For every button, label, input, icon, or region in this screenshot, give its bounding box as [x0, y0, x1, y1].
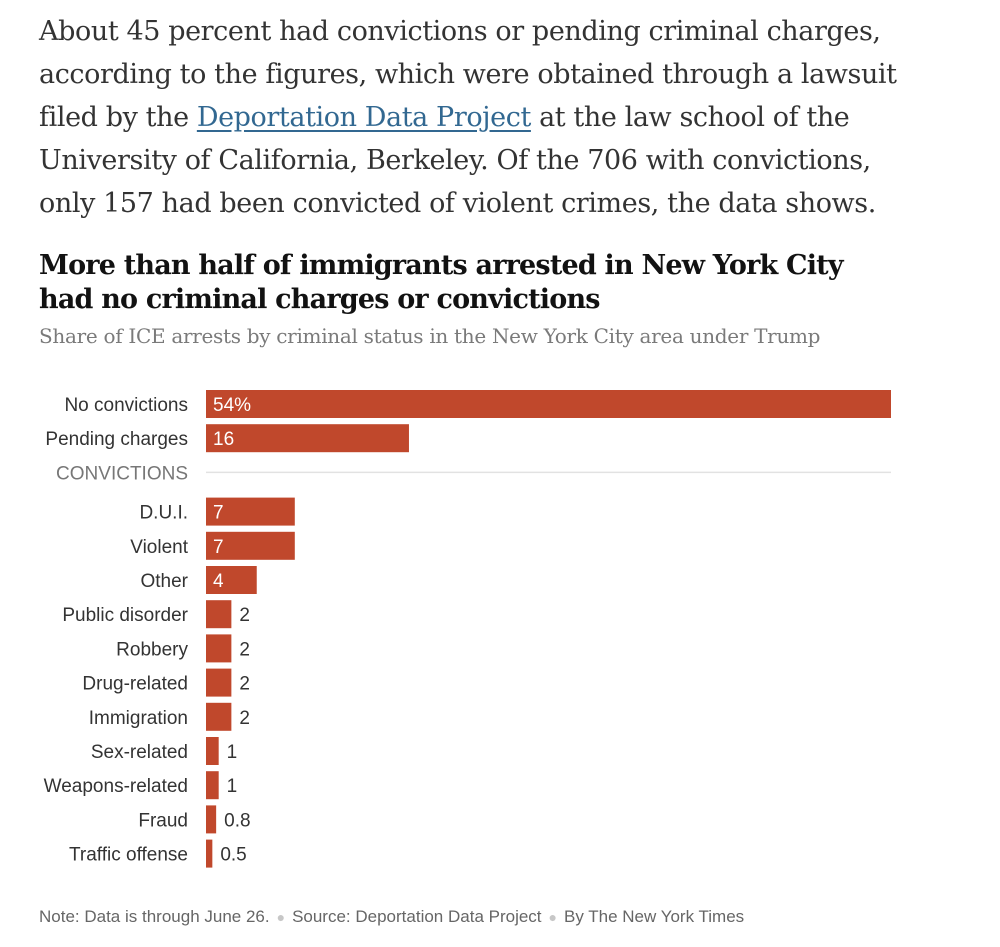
article-paragraph: About 45 percent had convictions or pend…	[39, 10, 919, 225]
value-label: 2	[239, 639, 250, 660]
value-label: 7	[213, 503, 224, 524]
chart-subtitle: Share of ICE arrests by criminal status …	[39, 324, 821, 348]
bar	[206, 839, 213, 868]
category-label: D.U.I.	[139, 503, 188, 524]
value-label: 2	[239, 605, 250, 626]
category-label: Drug-related	[82, 674, 188, 695]
category-label: Robbery	[116, 639, 188, 660]
bar-chart: No convictions 54% Pending charges 16 CONVIC…	[44, 390, 891, 868]
chart-footer: Note: Data is through June 26. ● Source: D…	[39, 905, 979, 929]
category-label: Other	[140, 571, 188, 592]
bar	[206, 668, 232, 697]
bar	[206, 600, 232, 629]
bar	[206, 805, 217, 834]
value-label: 1	[227, 776, 238, 797]
value-label: 4	[213, 571, 224, 592]
category-label: Public disorder	[62, 605, 188, 626]
value-label: 0.5	[220, 845, 246, 866]
category-label: No convictions	[64, 395, 188, 416]
bar	[206, 390, 891, 418]
bar	[206, 634, 232, 663]
category-label: Fraud	[138, 810, 188, 831]
category-label: Weapons-related	[44, 776, 188, 797]
separator-dot: ●	[276, 909, 286, 925]
separator-dot: ●	[548, 909, 557, 925]
bar	[206, 702, 232, 731]
value-label: 2	[239, 708, 250, 729]
footer-note: Note: Data is through June 26.	[39, 907, 270, 926]
bar	[206, 566, 257, 594]
value-label: 54%	[213, 395, 251, 416]
value-label: 2	[239, 674, 250, 695]
chart-title: More than half of immigrants arrested in…	[39, 250, 844, 315]
deportation-data-project-link[interactable]: Deportation Data Project	[196, 102, 531, 133]
bar	[206, 531, 295, 560]
paragraph-text-before: About 45 percent had convictions or pend…	[39, 16, 897, 133]
category-label: Immigration	[89, 708, 188, 729]
category-label: Sex-related	[91, 742, 188, 763]
bar	[206, 424, 409, 453]
bar	[206, 737, 219, 765]
bar	[206, 497, 295, 526]
value-label: 16	[213, 429, 234, 450]
value-label: 7	[213, 537, 224, 558]
value-label: 0.8	[224, 810, 250, 831]
category-label: Traffic offense	[69, 845, 188, 866]
footer-source: Source: Deportation Data Project	[292, 907, 542, 926]
paragraph-text-after: at the law school of the University of C…	[39, 102, 876, 219]
footer-byline: By The New York Times	[564, 907, 745, 926]
category-label: Violent	[130, 537, 188, 558]
value-label: 1	[227, 742, 238, 763]
bar	[206, 771, 219, 800]
category-label: Pending charges	[45, 429, 188, 450]
section-label-convictions: CONVICTIONS	[56, 463, 188, 484]
